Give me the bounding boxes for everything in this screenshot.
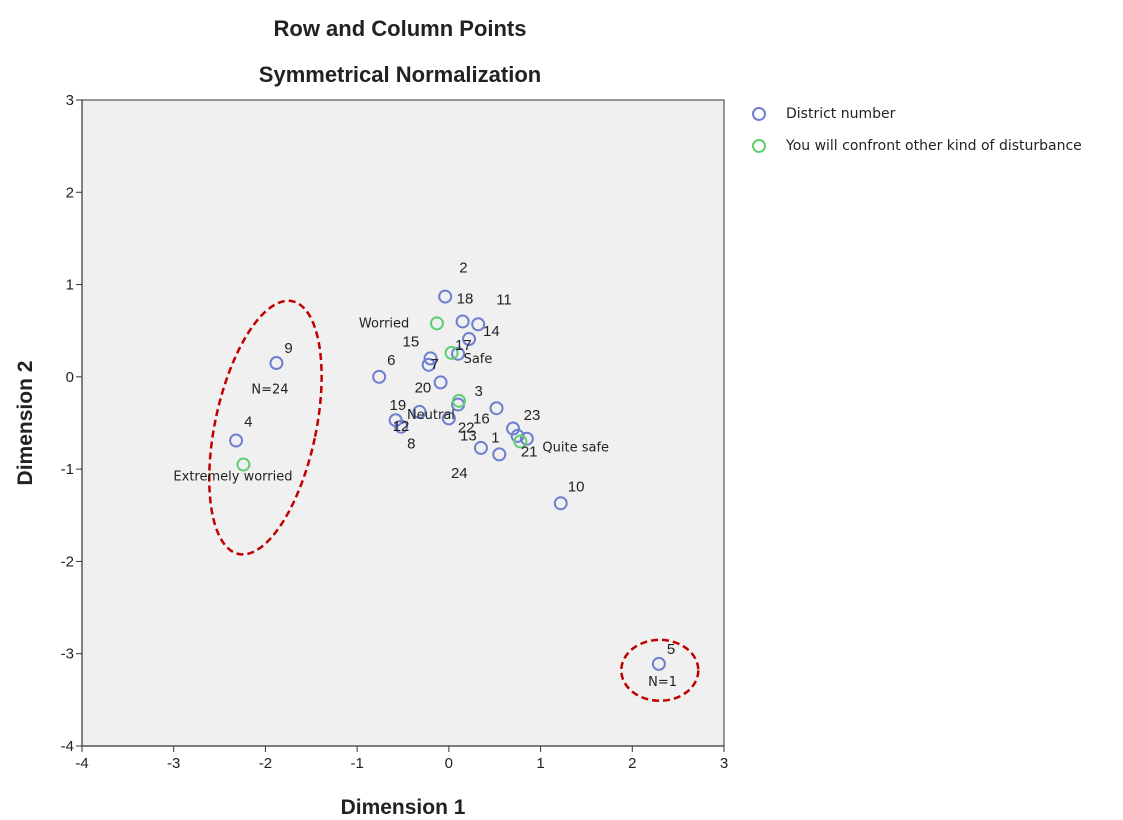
x-tick-label: -4	[75, 755, 88, 772]
category-point	[444, 345, 459, 360]
highlight-ellipses	[207, 299, 700, 703]
district-point	[372, 369, 387, 384]
circle-marker-icon	[752, 139, 766, 153]
district-point	[651, 656, 666, 671]
plot-area	[81, 99, 725, 747]
district-point-label: 22	[458, 419, 475, 436]
y-tick-label: -2	[61, 553, 74, 570]
y-tick-label: -1	[61, 461, 74, 478]
x-tick-label: 0	[445, 755, 453, 772]
district-point-label: 16	[473, 411, 490, 428]
district-point	[441, 411, 456, 426]
district-point-label: 19	[390, 397, 407, 414]
district-point-label: 15	[403, 333, 420, 350]
district-point-label: 7	[431, 356, 439, 373]
district-point-label: 23	[524, 407, 541, 424]
district-point	[519, 431, 534, 446]
district-point	[388, 413, 403, 428]
district-point	[473, 440, 488, 455]
district-point	[451, 346, 466, 361]
district-point	[412, 404, 427, 419]
district-point-label: 1	[491, 429, 499, 446]
highlight-ellipse	[207, 299, 323, 556]
legend: District number You will confront other …	[752, 98, 1082, 162]
category-point	[451, 393, 466, 408]
district-point-label: 8	[407, 436, 415, 453]
category-point	[429, 316, 444, 331]
category-point-label: Neutral	[407, 408, 455, 423]
category-point	[513, 434, 528, 449]
count-annotation: N=1	[648, 675, 677, 690]
district-point-label: 14	[483, 323, 500, 340]
category-point	[236, 457, 251, 472]
district-point	[421, 357, 436, 372]
data-points	[229, 289, 666, 671]
district-point-label: 21	[521, 444, 538, 461]
legend-item-district: District number	[752, 98, 1082, 130]
district-point	[492, 447, 507, 462]
count-annotation: N=24	[251, 382, 288, 397]
x-tick-label: -3	[167, 755, 180, 772]
district-point	[553, 496, 568, 511]
y-tick-label: 3	[66, 92, 74, 109]
district-point	[423, 351, 438, 366]
district-point-label: 17	[455, 337, 472, 354]
category-point-label: Safe	[464, 352, 493, 367]
chart-subtitle: Symmetrical Normalization	[258, 62, 542, 87]
category-point-label: Extremely worried	[173, 470, 292, 485]
x-axis-title: Dimension 1	[341, 796, 466, 819]
district-point-label: 12	[393, 418, 410, 435]
x-tick-label: -2	[259, 755, 272, 772]
district-point-label: 5	[667, 641, 675, 658]
district-point	[506, 421, 521, 436]
district-point	[229, 433, 244, 448]
x-tick-label: 1	[536, 755, 544, 772]
chart-title: Row and Column Points	[273, 16, 527, 41]
district-point-label: 13	[460, 428, 477, 445]
district-point	[438, 289, 453, 304]
category-point-label: Quite safe	[542, 440, 609, 455]
district-point-label: 10	[568, 478, 585, 495]
y-tick-label: 0	[66, 369, 74, 386]
district-point	[455, 314, 470, 329]
district-point-label: 2	[459, 260, 467, 277]
y-axis-title: Dimension 2	[14, 361, 37, 486]
legend-label: District number	[786, 106, 896, 122]
x-tick-label: -1	[350, 755, 363, 772]
category-point-label: Worried	[359, 316, 409, 331]
x-tick-label: 2	[628, 755, 636, 772]
district-point-label: 9	[284, 340, 292, 357]
district-point	[433, 375, 448, 390]
district-point-label: 18	[457, 290, 474, 307]
district-point-label: 3	[475, 383, 483, 400]
highlight-ellipse	[620, 638, 700, 703]
district-point-label: 6	[387, 352, 395, 369]
y-tick-label: -4	[61, 738, 74, 755]
district-point-label: 20	[415, 379, 432, 396]
district-point-label: 11	[496, 291, 512, 308]
district-point-label: 24	[451, 465, 468, 482]
y-tick-label: 2	[66, 184, 74, 201]
district-point	[471, 317, 486, 332]
district-point	[269, 356, 284, 371]
district-point	[462, 332, 477, 347]
legend-label: You will confront other kind of disturba…	[786, 138, 1082, 154]
y-tick-label: -3	[61, 646, 74, 663]
y-tick-label: 1	[66, 277, 74, 294]
legend-item-disturbance: You will confront other kind of disturba…	[752, 130, 1082, 162]
district-point	[489, 401, 504, 416]
x-tick-label: 3	[720, 755, 728, 772]
circle-marker-icon	[752, 107, 766, 121]
district-point-label: 4	[244, 414, 252, 431]
